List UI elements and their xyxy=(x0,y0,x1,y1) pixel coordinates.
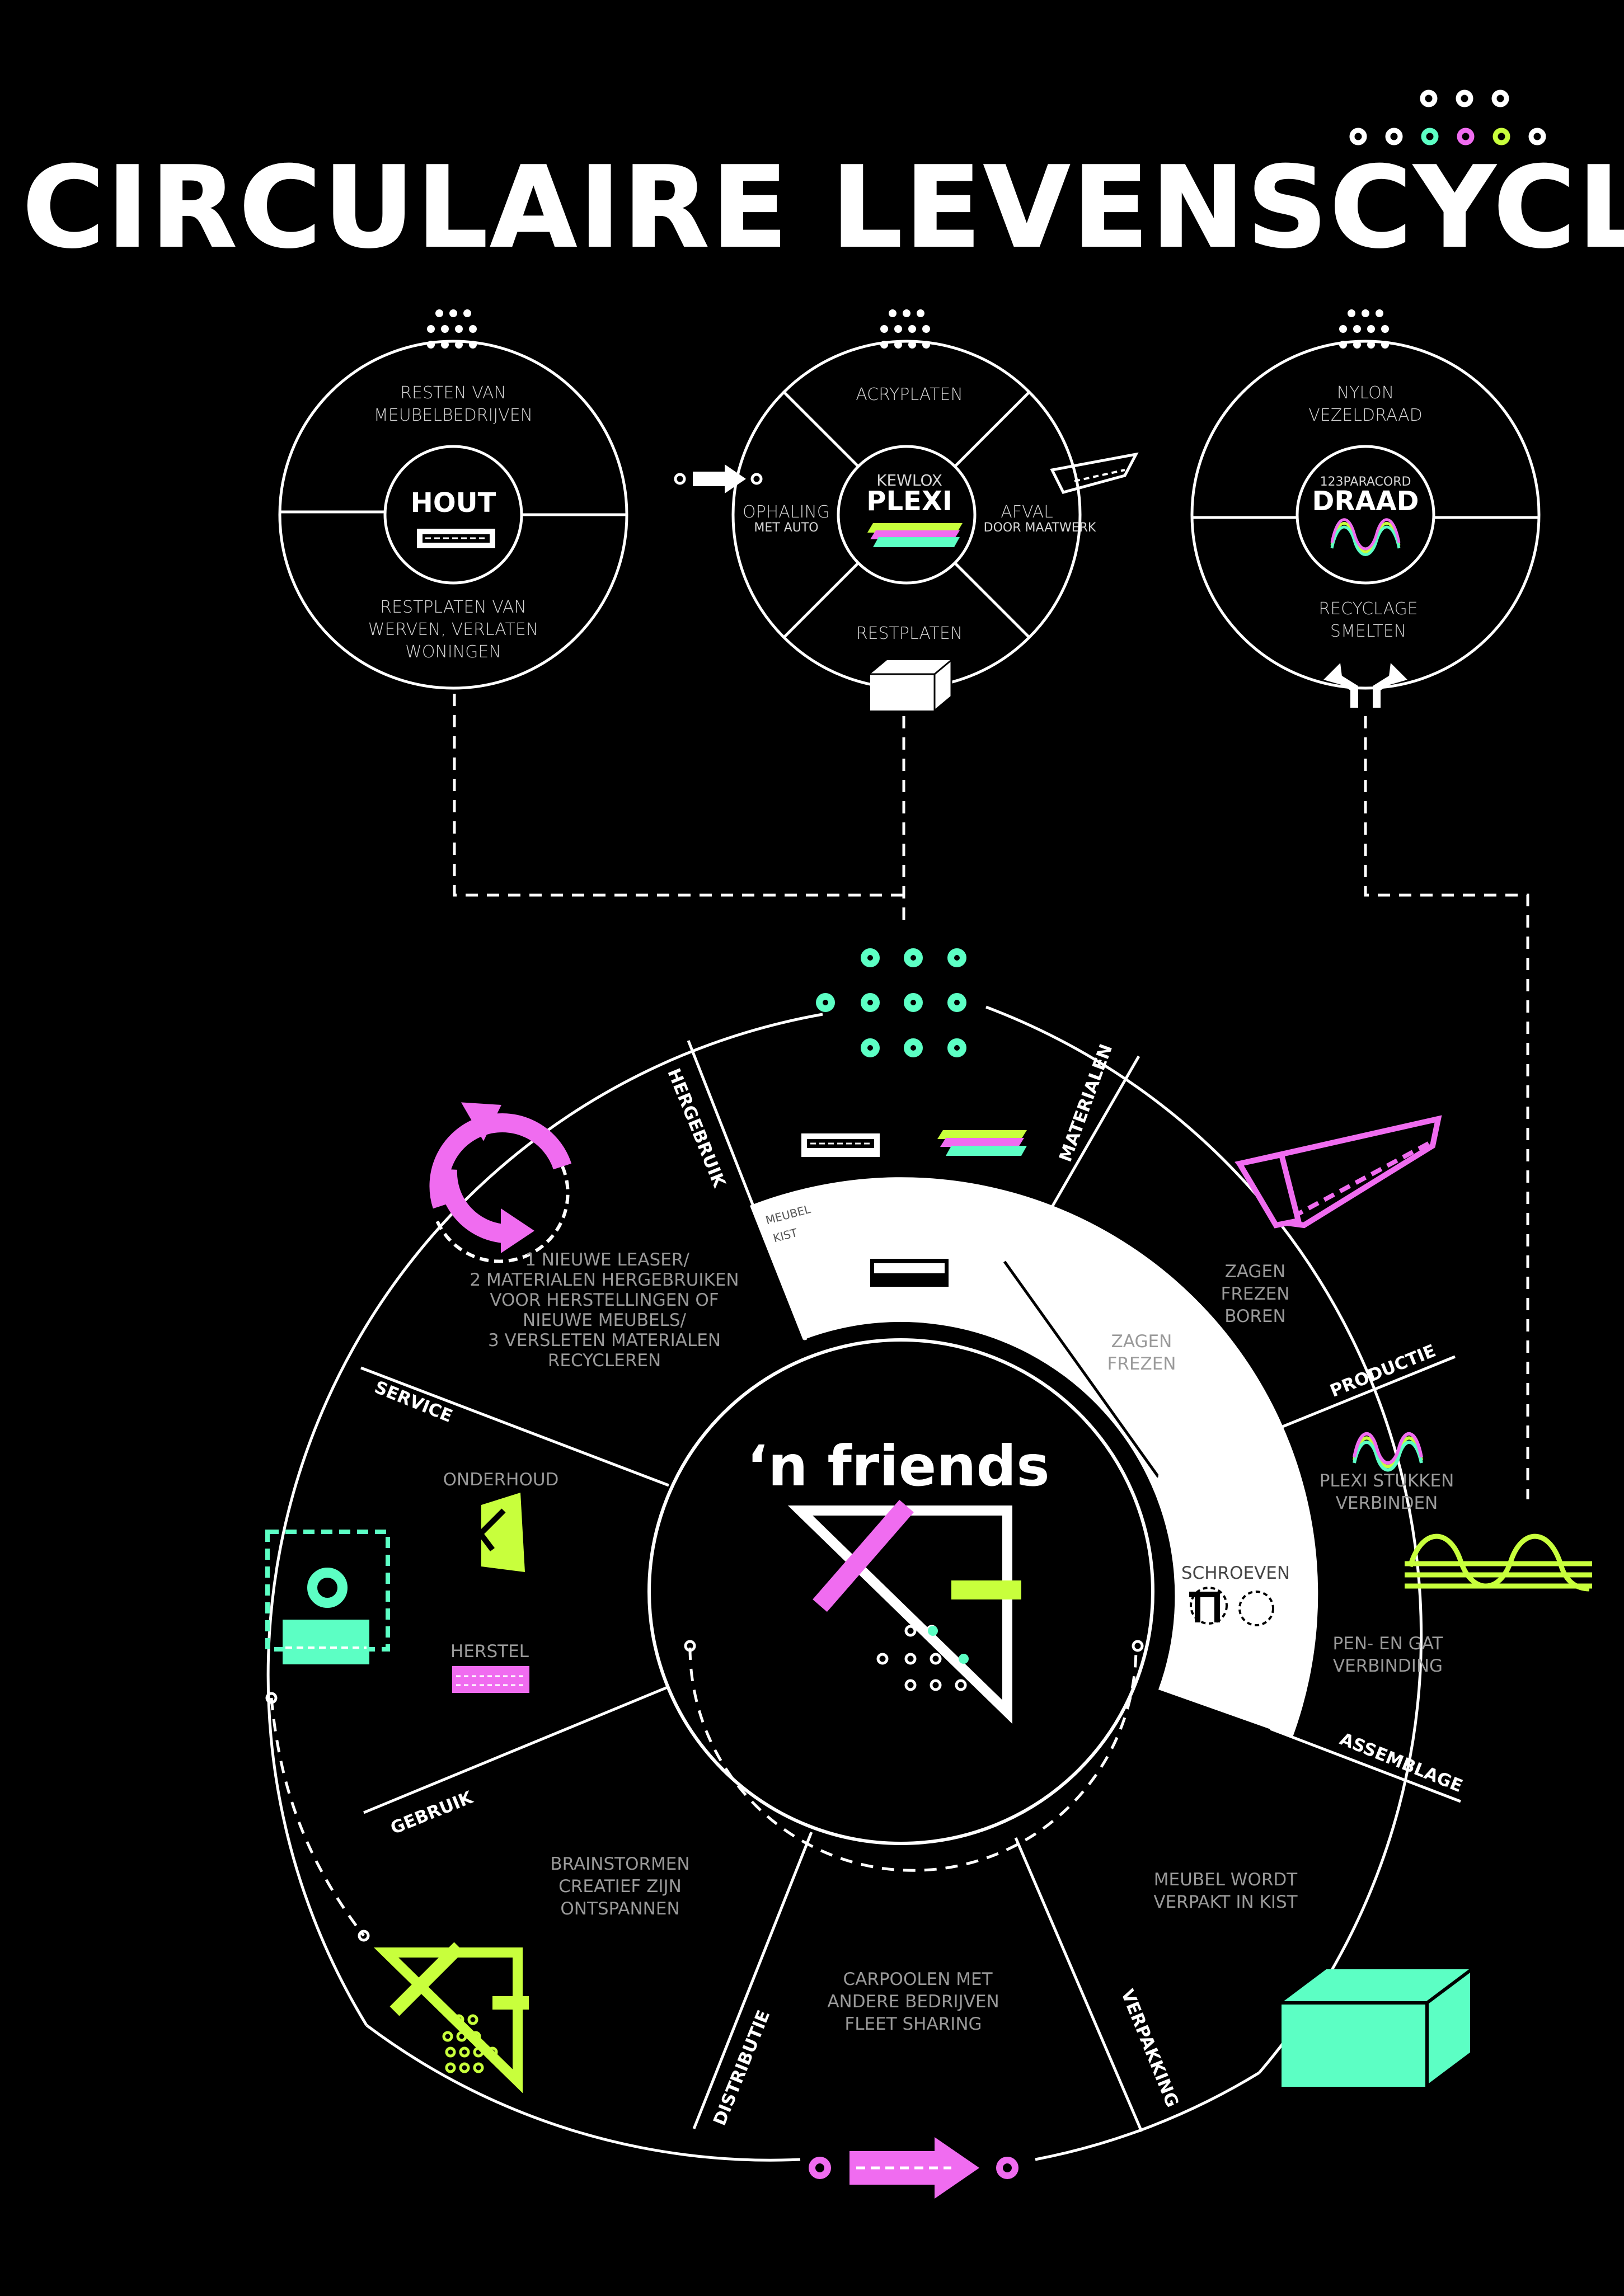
gebruik-text-1: BRAINSTORMEN xyxy=(550,1854,689,1874)
page-title: CIRCULAIRE LEVENSCYCLUS xyxy=(22,143,1624,273)
wood-plank-icon xyxy=(870,1259,949,1287)
plexi-left: OPHALING xyxy=(743,502,830,522)
hergebruik-text-3: VOOR HERSTELLINGEN OF xyxy=(490,1290,719,1310)
wood-plank-icon xyxy=(417,529,495,548)
assemblage-top-1: PLEXI STUKKEN xyxy=(1320,1471,1454,1491)
dots-icon xyxy=(1339,309,1389,349)
set-square-logo xyxy=(787,1499,1021,1724)
dots-icon xyxy=(427,309,477,349)
arrow-right-icon xyxy=(674,464,763,493)
box-icon xyxy=(1282,1966,1473,2090)
hergebruik-text-4: NIEUWE MEUBELS/ xyxy=(523,1310,687,1330)
hergebruik-text-2: 2 MATERIALEN HERGEBRUIKEN xyxy=(470,1270,739,1290)
distributie-text-3: FLEET SHARING xyxy=(844,2014,982,2034)
draad-bottom-2: SMELTEN xyxy=(1330,622,1406,641)
draad-top-2: VEZELDRAAD xyxy=(1308,406,1422,425)
thread-wave-icon xyxy=(1405,1533,1592,1592)
hout-bottom-3: WONINGEN xyxy=(405,642,501,662)
wood-plank-icon xyxy=(801,1133,880,1157)
source-draad: NYLON VEZELDRAAD 123PARACORD DRAAD RECYC… xyxy=(1190,309,1541,708)
connector-lines xyxy=(453,694,1529,1499)
gebruik-text-3: ONTSPANNEN xyxy=(560,1899,679,1919)
verpakking-text-2: VERPAKT IN KIST xyxy=(1153,1892,1298,1912)
productie-text-1: ZAGEN xyxy=(1225,1262,1286,1282)
distributie-text-2: ANDERE BEDRIJVEN xyxy=(827,1992,999,2012)
repair-plank-icon xyxy=(452,1666,529,1693)
hergebruik-text-6: RECYCLEREN xyxy=(548,1351,661,1371)
wave-icon xyxy=(1330,518,1401,556)
box-icon xyxy=(870,658,952,713)
draad-top-1: NYLON xyxy=(1337,383,1394,403)
main-cycle xyxy=(265,1005,1461,2162)
verpakking-text-1: MEUBEL WORDT xyxy=(1154,1870,1298,1890)
plexi-bottom: RESTPLATEN xyxy=(856,624,963,643)
plexi-left-sub: MET AUTO xyxy=(754,521,818,535)
gebruik-text-2: CREATIEF ZIJN xyxy=(558,1876,682,1897)
draad-core-top: 123PARACORD xyxy=(1320,475,1411,489)
recycle-icon xyxy=(429,1102,572,1263)
plexi-right: AFVAL xyxy=(1001,502,1053,522)
plexi-sheets-icon xyxy=(867,523,963,547)
draad-core: DRAAD xyxy=(1312,486,1419,517)
hout-core: HOUT xyxy=(411,487,496,519)
productie-inner-2: FREZEN xyxy=(1107,1354,1176,1374)
brand-name: ‘n friends xyxy=(747,1433,1049,1499)
productie-inner-1: ZAGEN xyxy=(1111,1332,1172,1352)
set-square-icon xyxy=(373,1942,529,2093)
assemblage-top-2: VERBINDEN xyxy=(1336,1493,1438,1513)
productie-text-3: BOREN xyxy=(1224,1306,1285,1326)
saw-icon xyxy=(1235,1115,1442,1229)
saw-icon xyxy=(1050,452,1139,494)
plexi-sheets-icon xyxy=(937,1130,1027,1156)
screw-icon xyxy=(1189,1587,1274,1626)
draad-bottom-1: RECYCLAGE xyxy=(1318,599,1418,619)
mint-dots-icon xyxy=(816,948,966,1057)
wave-icon xyxy=(1353,1432,1423,1472)
assemblage-inner: SCHROEVEN xyxy=(1181,1563,1290,1583)
source-plexi: ACRYPLATEN OPHALING MET AUTO AFVAL DOOR … xyxy=(731,309,1096,713)
hergebruik-text-5: 3 VERSLETEN MATERIALEN xyxy=(488,1330,721,1351)
productie-text-2: FREZEN xyxy=(1221,1284,1290,1304)
plexi-top: ACRYPLATEN xyxy=(856,385,963,404)
wrench-icon xyxy=(457,1493,525,1572)
assemblage-bottom-1: PEN- EN GAT xyxy=(1333,1634,1444,1654)
hout-top-2: MEUBELBEDRIJVEN xyxy=(374,406,533,425)
hout-bottom-2: WERVEN, VERLATEN xyxy=(368,620,538,639)
distributie-text-1: CARPOOLEN MET xyxy=(843,1969,993,1989)
split-arrow-icon xyxy=(1323,663,1407,708)
arrow-right-icon xyxy=(809,2137,1018,2199)
plexi-right-sub: DOOR MAATWERK xyxy=(984,521,1096,535)
source-hout: RESTEN VAN MEUBELBEDRIJVEN HOUT RESTPLAT… xyxy=(278,309,628,690)
hout-top-1: RESTEN VAN xyxy=(400,383,506,403)
user-icon xyxy=(265,1530,390,1664)
hout-bottom-1: RESTPLATEN VAN xyxy=(380,597,527,617)
plexi-core: PLEXI xyxy=(866,486,952,517)
assemblage-bottom-2: VERBINDING xyxy=(1333,1656,1443,1676)
dots-icon xyxy=(880,309,930,349)
service-top: ONDERHOUD xyxy=(443,1470,559,1490)
dots-decoration xyxy=(1349,90,1546,145)
hergebruik-text-1: 1 NIEUWE LEASER/ xyxy=(525,1250,689,1270)
service-bottom: HERSTEL xyxy=(450,1641,529,1662)
plexi-core-top: KEWLOX xyxy=(876,471,942,490)
